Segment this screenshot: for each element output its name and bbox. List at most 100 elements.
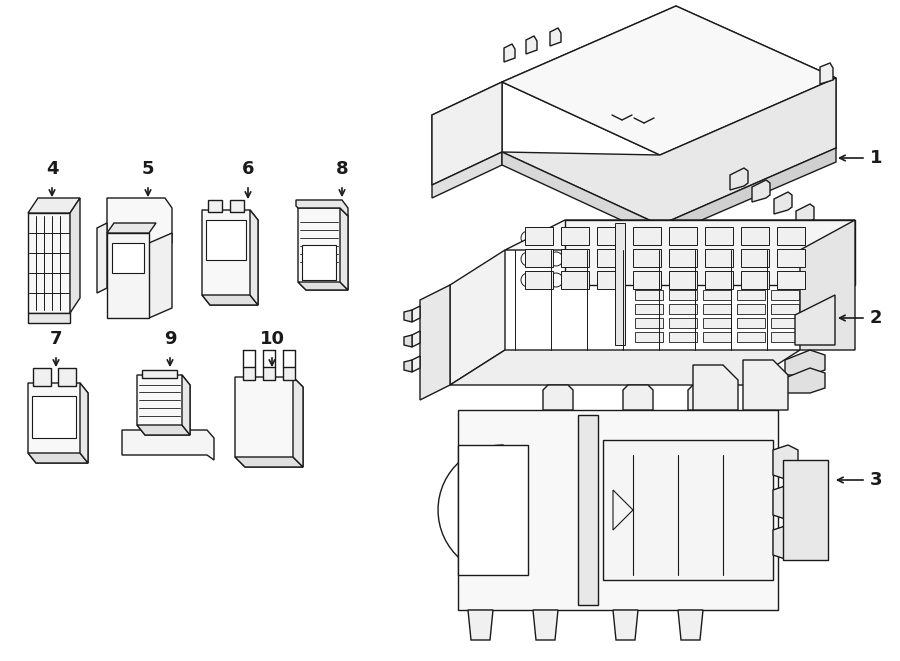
- Polygon shape: [142, 370, 177, 378]
- Polygon shape: [543, 385, 573, 410]
- Polygon shape: [296, 200, 348, 216]
- Polygon shape: [107, 198, 172, 243]
- Polygon shape: [206, 220, 246, 260]
- Polygon shape: [635, 318, 663, 328]
- Polygon shape: [603, 440, 773, 580]
- Polygon shape: [730, 168, 748, 190]
- Polygon shape: [412, 306, 420, 322]
- Polygon shape: [412, 331, 420, 347]
- Polygon shape: [250, 210, 258, 305]
- Text: 8: 8: [336, 160, 348, 178]
- Polygon shape: [669, 271, 697, 289]
- Polygon shape: [597, 227, 625, 245]
- Polygon shape: [243, 367, 255, 380]
- Polygon shape: [122, 430, 214, 460]
- Polygon shape: [743, 360, 788, 410]
- Polygon shape: [107, 233, 149, 318]
- Polygon shape: [28, 453, 88, 463]
- Polygon shape: [785, 350, 825, 375]
- Polygon shape: [774, 192, 792, 214]
- Polygon shape: [561, 249, 589, 267]
- Polygon shape: [783, 460, 828, 560]
- Polygon shape: [796, 204, 814, 226]
- Polygon shape: [669, 227, 697, 245]
- Polygon shape: [70, 198, 80, 313]
- Polygon shape: [525, 271, 553, 289]
- Polygon shape: [412, 356, 420, 372]
- Polygon shape: [688, 385, 718, 410]
- Polygon shape: [703, 332, 731, 342]
- Polygon shape: [705, 227, 733, 245]
- Polygon shape: [202, 210, 258, 305]
- Polygon shape: [737, 318, 765, 328]
- Polygon shape: [505, 220, 855, 250]
- Polygon shape: [235, 377, 303, 467]
- Polygon shape: [404, 310, 412, 322]
- Polygon shape: [32, 396, 76, 438]
- Polygon shape: [615, 223, 625, 345]
- Polygon shape: [703, 290, 731, 300]
- Polygon shape: [149, 233, 172, 318]
- Polygon shape: [771, 290, 799, 300]
- Polygon shape: [525, 227, 553, 245]
- Polygon shape: [693, 365, 738, 410]
- Polygon shape: [635, 332, 663, 342]
- Polygon shape: [795, 295, 835, 345]
- Polygon shape: [561, 227, 589, 245]
- Polygon shape: [137, 375, 190, 435]
- Polygon shape: [623, 385, 653, 410]
- Polygon shape: [28, 198, 80, 213]
- Polygon shape: [420, 285, 450, 400]
- Polygon shape: [502, 6, 836, 155]
- Polygon shape: [633, 271, 661, 289]
- Polygon shape: [635, 290, 663, 300]
- Polygon shape: [230, 200, 244, 212]
- Polygon shape: [458, 410, 778, 610]
- Polygon shape: [669, 290, 697, 300]
- Polygon shape: [137, 425, 190, 435]
- Polygon shape: [785, 368, 825, 393]
- Polygon shape: [263, 367, 275, 380]
- Text: 1: 1: [870, 149, 883, 167]
- Polygon shape: [678, 610, 703, 640]
- Polygon shape: [669, 318, 697, 328]
- Polygon shape: [771, 332, 799, 342]
- Polygon shape: [550, 28, 561, 46]
- Polygon shape: [777, 271, 805, 289]
- Polygon shape: [432, 82, 502, 185]
- Polygon shape: [28, 213, 70, 313]
- Polygon shape: [298, 208, 348, 290]
- Polygon shape: [597, 271, 625, 289]
- Polygon shape: [633, 227, 661, 245]
- Polygon shape: [777, 249, 805, 267]
- Text: 5: 5: [142, 160, 154, 178]
- Polygon shape: [340, 208, 348, 290]
- Polygon shape: [58, 368, 76, 386]
- Polygon shape: [533, 610, 558, 640]
- Polygon shape: [820, 63, 833, 84]
- Polygon shape: [208, 200, 222, 212]
- Polygon shape: [771, 304, 799, 314]
- Text: 9: 9: [164, 330, 176, 348]
- Text: 2: 2: [870, 309, 883, 327]
- Polygon shape: [633, 249, 661, 267]
- Polygon shape: [705, 249, 733, 267]
- Polygon shape: [404, 335, 412, 347]
- Polygon shape: [298, 282, 348, 290]
- Polygon shape: [660, 148, 836, 238]
- Polygon shape: [773, 485, 798, 520]
- Polygon shape: [112, 243, 144, 273]
- Polygon shape: [450, 350, 800, 385]
- Polygon shape: [669, 332, 697, 342]
- Polygon shape: [703, 318, 731, 328]
- Polygon shape: [737, 332, 765, 342]
- Polygon shape: [613, 610, 638, 640]
- Polygon shape: [669, 249, 697, 267]
- Polygon shape: [741, 249, 769, 267]
- Polygon shape: [578, 415, 598, 605]
- Polygon shape: [97, 223, 107, 293]
- Polygon shape: [302, 245, 336, 280]
- Polygon shape: [202, 295, 258, 305]
- Polygon shape: [235, 457, 303, 467]
- Polygon shape: [458, 445, 528, 575]
